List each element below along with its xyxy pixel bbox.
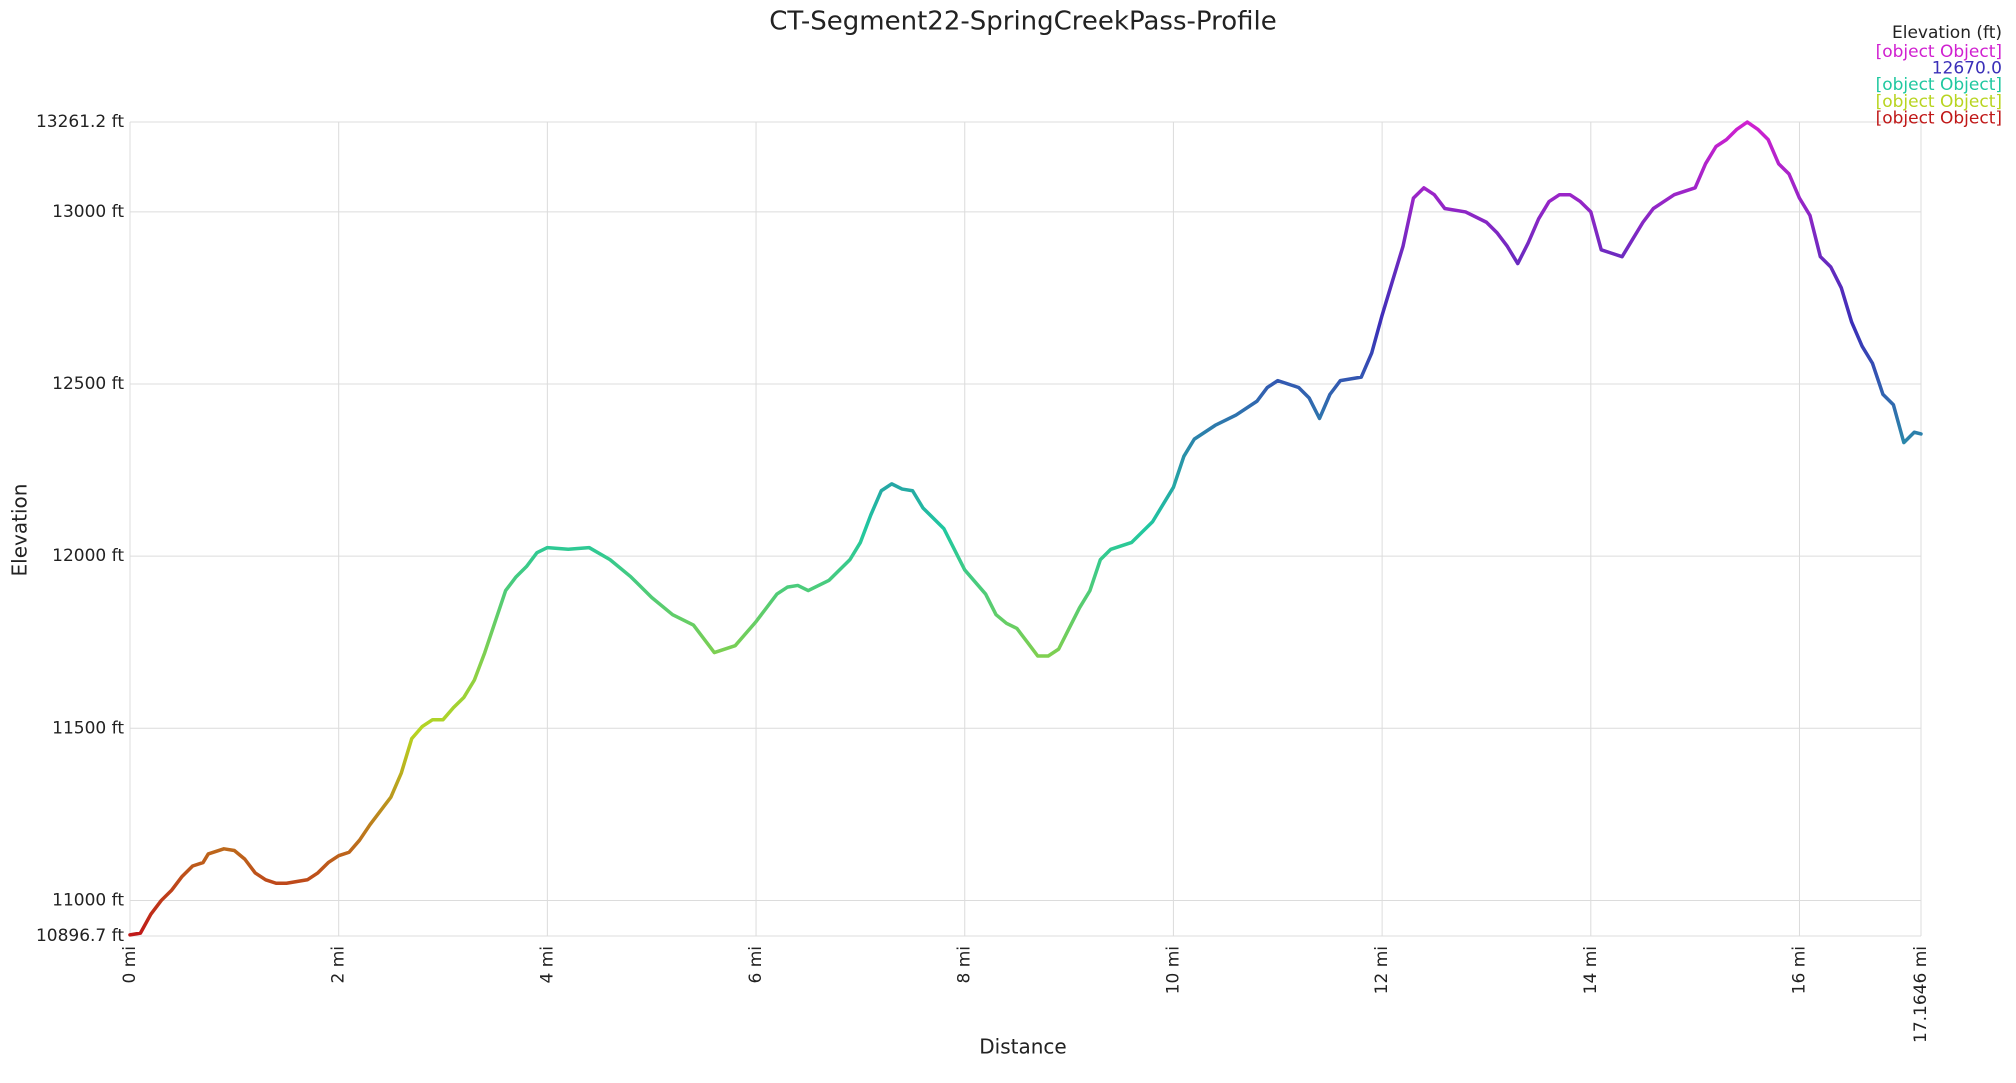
x-tick-label: 17.1646 mi <box>1911 946 1931 1043</box>
x-tick-label: 16 mi <box>1789 946 1809 994</box>
legend-label: 12670.0 <box>1932 59 2002 79</box>
chart-title: CT-Segment22-SpringCreekPass-Profile <box>769 7 1276 37</box>
y-tick-label: 10896.7 ft <box>36 926 124 946</box>
x-tick-label: 14 mi <box>1581 946 1601 994</box>
elevation-line <box>128 120 1923 937</box>
y-tick-label: 12500 ft <box>52 374 124 394</box>
legend-title: Elevation (ft) <box>1892 23 2002 43</box>
y-axis-label: Elevation <box>8 484 32 577</box>
x-tick-label: 12 mi <box>1372 946 1392 994</box>
legend-label: [object Object] <box>1876 42 2002 62</box>
x-tick-label: 4 mi <box>537 946 557 984</box>
legend-label: [object Object] <box>1876 108 2002 128</box>
y-tick-label: 13000 ft <box>52 202 124 222</box>
x-tick-label: 8 mi <box>955 946 975 984</box>
x-axis-label: Distance <box>979 1035 1066 1059</box>
x-tick-label: 2 mi <box>329 946 349 984</box>
x-tick-label: 6 mi <box>746 946 766 984</box>
legend-label: [object Object] <box>1876 92 2002 112</box>
y-tick-label: 13261.2 ft <box>36 112 124 132</box>
y-tick-label: 12000 ft <box>52 546 124 566</box>
x-tick-label: 0 mi <box>120 946 140 984</box>
y-tick-label: 11000 ft <box>52 890 124 910</box>
legend-label: [object Object] <box>1876 75 2002 95</box>
y-tick-label: 11500 ft <box>52 718 124 738</box>
x-tick-label: 10 mi <box>1163 946 1183 994</box>
